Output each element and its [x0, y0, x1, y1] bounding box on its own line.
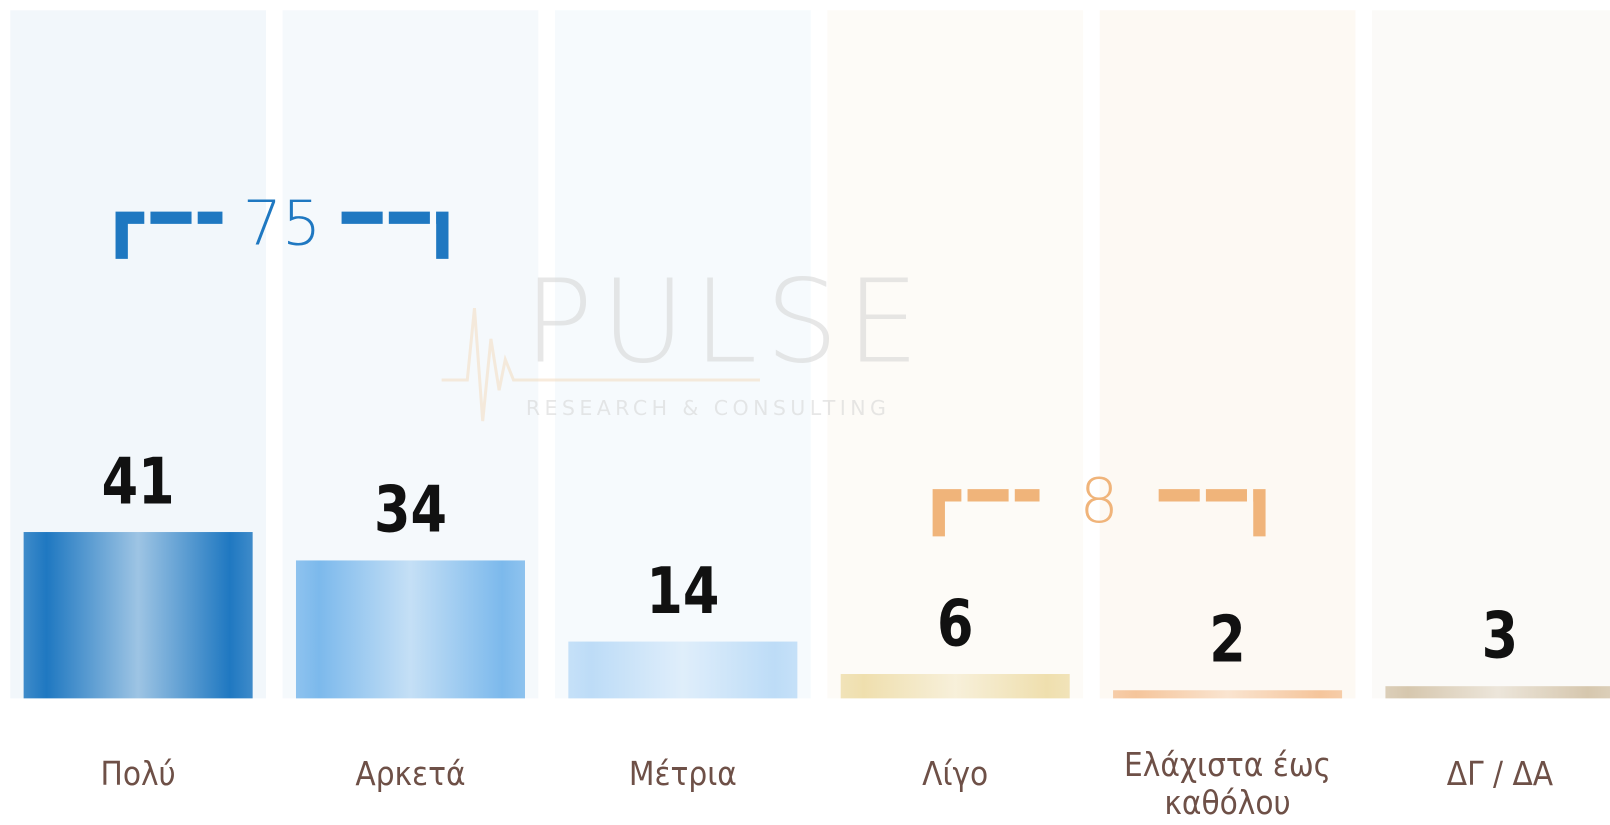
value-label: 3 — [1482, 598, 1519, 672]
bracket-left — [115, 211, 223, 259]
column-background — [1372, 10, 1610, 699]
watermark-title: PULSE — [524, 256, 927, 390]
bracket-right — [1158, 489, 1266, 537]
watermark: PULSE RESEARCH & CONSULTING — [441, 256, 927, 422]
bar — [1385, 686, 1610, 699]
watermark-subtitle: RESEARCH & CONSULTING — [526, 396, 891, 420]
column-background — [554, 10, 811, 699]
watermark-pulse — [441, 307, 760, 422]
bar — [23, 532, 253, 699]
value-label: 41 — [102, 444, 175, 518]
column-background — [827, 10, 1084, 699]
category-label: Μέτρια — [628, 753, 737, 793]
bar — [568, 641, 798, 699]
bar — [295, 560, 526, 699]
bracket-left — [932, 489, 1040, 537]
bracket — [115, 211, 449, 259]
bracket — [932, 489, 1266, 537]
value-label: 6 — [937, 586, 974, 660]
bar — [840, 674, 1070, 699]
value-label: 34 — [374, 473, 447, 547]
bar — [1113, 690, 1343, 699]
category-label: Ελάχιστα έως καθόλου — [1124, 744, 1332, 822]
category-label: Πολύ — [100, 753, 176, 793]
category-label: Αρκετά — [355, 753, 466, 793]
bracket-label: 8 — [1079, 465, 1118, 537]
bracket-label: 75 — [243, 187, 321, 259]
column-background — [1099, 10, 1356, 699]
value-label: 2 — [1209, 602, 1246, 676]
value-label: 14 — [646, 554, 719, 628]
bracket-right — [341, 211, 449, 259]
category-label: Λίγο — [922, 753, 989, 793]
category-label: ΔΓ / ΔΑ — [1446, 753, 1554, 793]
